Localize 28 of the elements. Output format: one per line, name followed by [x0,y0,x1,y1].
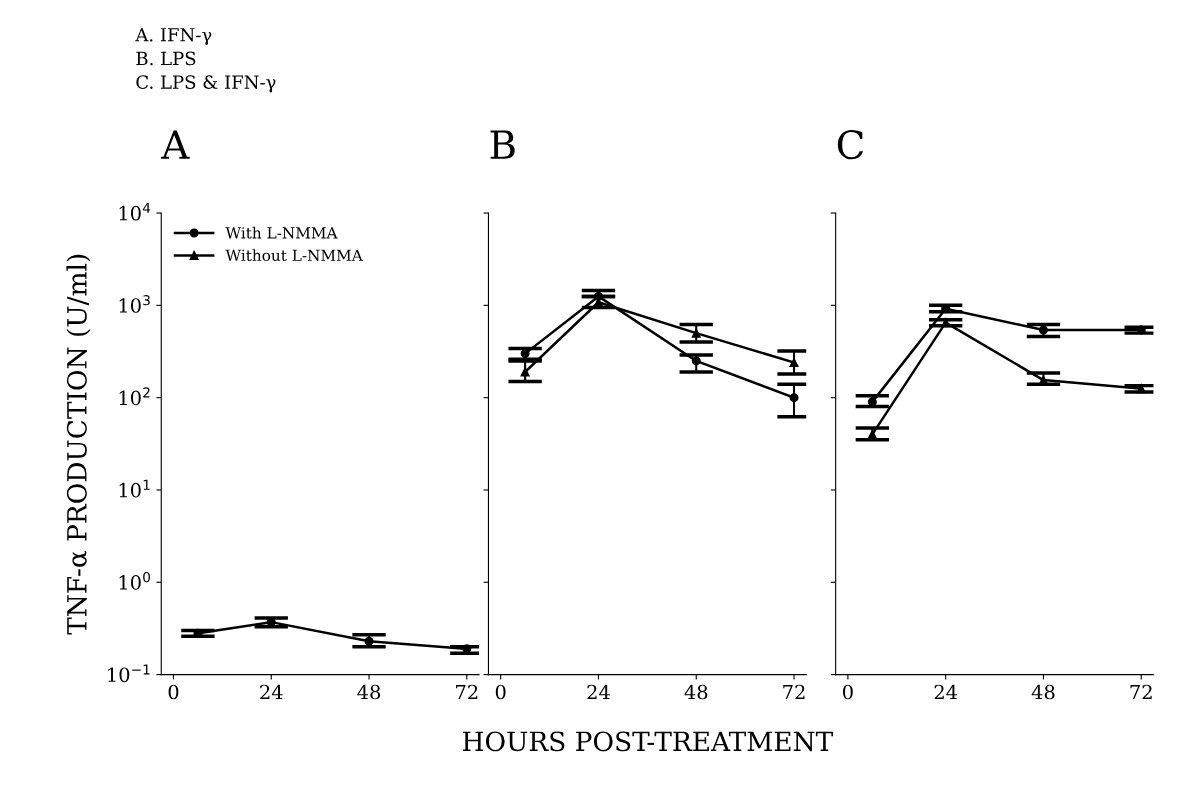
text: A. IFN-γ [135,28,212,46]
y-tick-label: 10$^{4}$ [119,202,151,221]
y-tick-label: 10$^{−1}$ [108,664,150,683]
x-tick-label: 24 [934,684,958,700]
legend-label: With L-NMMA [225,226,338,239]
x-axis-title: HOURS POST-TREATMENT [462,731,833,752]
x-tick-label: 0 [842,684,853,700]
legend-label: Without L-NMMA [225,249,363,262]
chart-title: C [837,129,864,160]
y-tick-label: 10$^{3}$ [119,295,150,313]
x-tick-label: 0 [495,684,506,700]
x-tick-label: 48 [357,684,381,700]
chart-title: B [490,130,515,159]
text: B. LPS [136,51,196,66]
x-tick-label: 72 [783,684,805,700]
x-tick-label: 24 [260,684,283,700]
x-tick-label: 72 [1130,684,1152,700]
y-axis-title: TNF-α PRODUCTION (U/ml) [66,254,91,635]
y-tick-label: 10$^{1}$ [119,479,150,498]
x-tick-label: 0 [168,684,179,700]
x-tick-label: 48 [684,684,708,700]
y-tick-label: 10$^{2}$ [119,387,150,406]
y-tick-label: 10$^{0}$ [119,571,150,590]
x-tick-label: 72 [456,684,478,700]
chart-title: A [161,130,190,159]
x-tick-label: 24 [587,684,610,700]
x-tick-label: 48 [1031,684,1055,700]
text: C. LPS & IFN-γ [136,75,276,93]
